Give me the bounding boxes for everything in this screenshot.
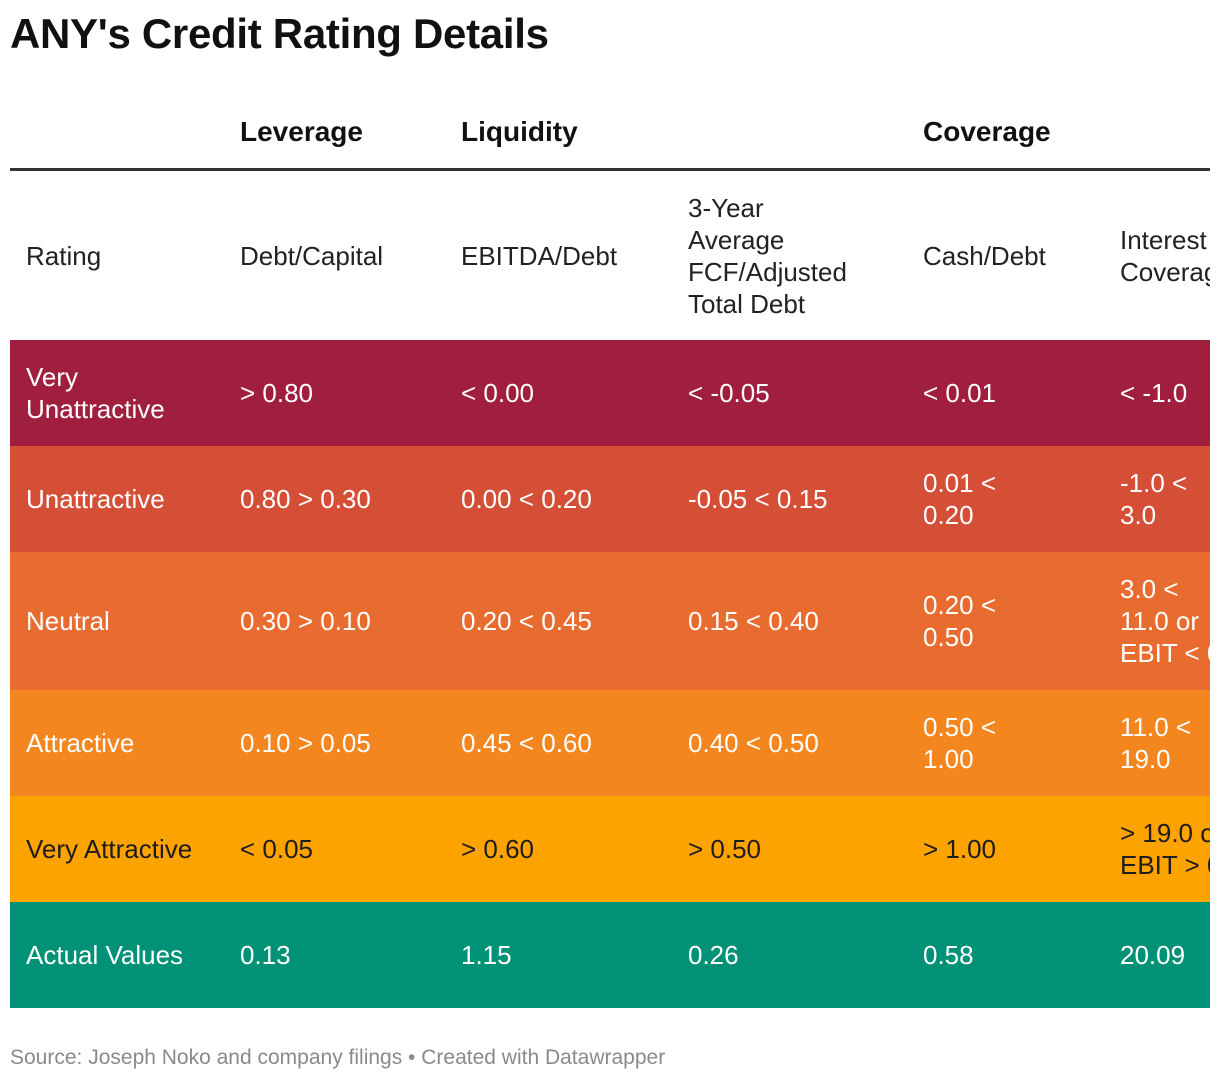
table-cell-cash-debt: 0.20 < 0.50	[923, 590, 997, 652]
table-cell-cash-debt: < 0.01	[923, 378, 997, 408]
column-header-cash-debt: Cash/Debt	[923, 240, 1046, 271]
row-label: Actual Values	[26, 940, 184, 970]
column-header-interest-coverage: Interest Coverage	[1120, 224, 1210, 287]
table-cell-ebitda-debt: 0.45 < 0.60	[461, 728, 592, 758]
column-header-debt-capital: Debt/Capital	[240, 240, 384, 271]
table-body: Very Unattractive > 0.80 < 0.00 < -0.05 < 0.…	[10, 340, 1210, 1008]
row-label: Very Attractive	[26, 834, 193, 864]
table-cell-ebitda-debt: < 0.00	[461, 378, 535, 408]
table-cell-debt-capital: 0.80 > 0.30	[240, 484, 371, 514]
table-cell-ebitda-debt: 0.20 < 0.45	[461, 606, 592, 636]
table-row-very-attractive: Very Attractive < 0.05 > 0.60 > 0.50 > 1.00 >…	[10, 796, 1210, 902]
table-cell-3-year-average-fcf-adjusted-total-debt: < -0.05	[688, 378, 770, 408]
group-header-liquidity: Liquidity	[461, 116, 578, 147]
table-row-attractive: Attractive 0.10 > 0.05 0.45 < 0.60 0.40 < 0…	[10, 690, 1210, 796]
table-cell-interest-coverage: > 19.0 or EBIT > 0	[1120, 818, 1210, 880]
table-cell-ebitda-debt: 0.00 < 0.20	[461, 484, 592, 514]
table-cell-cash-debt: > 1.00	[923, 834, 997, 864]
column-header-3-year-average-fcf-adjusted-total-debt: 3-Year Average FCF/Adjusted Total Debt	[688, 192, 847, 319]
table-row-unattractive: Unattractive 0.80 > 0.30 0.00 < 0.20 -0.05 …	[10, 446, 1210, 552]
table-cell-cash-debt: 0.58	[923, 940, 974, 970]
table-cell-3-year-average-fcf-adjusted-total-debt: 0.26	[688, 940, 739, 970]
column-header-ebitda-debt: EBITDA/Debt	[461, 240, 618, 271]
table-cell-debt-capital: 0.30 > 0.10	[240, 606, 371, 636]
chart-title: ANY's Credit Rating Details	[10, 10, 549, 57]
table-cell-3-year-average-fcf-adjusted-total-debt: -0.05 < 0.15	[688, 484, 828, 514]
table-cell-3-year-average-fcf-adjusted-total-debt: 0.40 < 0.50	[688, 728, 819, 758]
table-cell-debt-capital: < 0.05	[240, 834, 314, 864]
row-label: Very Unattractive	[26, 362, 165, 424]
table-cell-debt-capital: 0.13	[240, 940, 291, 970]
table-cell-cash-debt: 0.01 < 0.20	[923, 468, 997, 530]
row-label: Unattractive	[26, 484, 165, 514]
group-header-row: Leverage Liquidity Coverage	[10, 100, 1210, 171]
column-header-rating: Rating	[26, 240, 102, 271]
table-cell-debt-capital: 0.10 > 0.05	[240, 728, 371, 758]
table-cell-interest-coverage: 3.0 < 11.0 or EBIT < 0	[1120, 574, 1210, 668]
table-row-actual-values: Actual Values 0.13 1.15 0.26 0.58 20.09	[10, 902, 1210, 1008]
table-row-neutral: Neutral 0.30 > 0.10 0.20 < 0.45 0.15 < 0.40…	[10, 552, 1210, 690]
table-cell-interest-coverage: < -1.0	[1120, 378, 1188, 408]
group-header-coverage: Coverage	[923, 116, 1051, 147]
table-cell-3-year-average-fcf-adjusted-total-debt: 0.15 < 0.40	[688, 606, 819, 636]
table-cell-cash-debt: 0.50 < 1.00	[923, 712, 997, 774]
column-header-row: Rating Debt/Capital EBITDA/Debt 3-Year Aver…	[10, 171, 1210, 340]
table-cell-interest-coverage: -1.0 < 3.0	[1120, 468, 1188, 530]
table-cell-interest-coverage: 20.09	[1120, 940, 1186, 970]
table-cell-ebitda-debt: 1.15	[461, 940, 512, 970]
group-header-leverage: Leverage	[240, 116, 363, 147]
source-note: Source: Joseph Noko and company filings …	[10, 1046, 666, 1069]
row-label: Neutral	[26, 606, 110, 636]
table-cell-interest-coverage: 11.0 < 19.0	[1120, 712, 1192, 774]
table-cell-3-year-average-fcf-adjusted-total-debt: > 0.50	[688, 834, 762, 864]
table-row-very-unattractive: Very Unattractive > 0.80 < 0.00 < -0.05 < 0.…	[10, 340, 1210, 446]
table-cell-debt-capital: > 0.80	[240, 378, 314, 408]
rating-table: Leverage Liquidity Coverage Rating Debt/Cap…	[10, 100, 1210, 1010]
row-label: Attractive	[26, 728, 135, 758]
table-cell-ebitda-debt: > 0.60	[461, 834, 535, 864]
